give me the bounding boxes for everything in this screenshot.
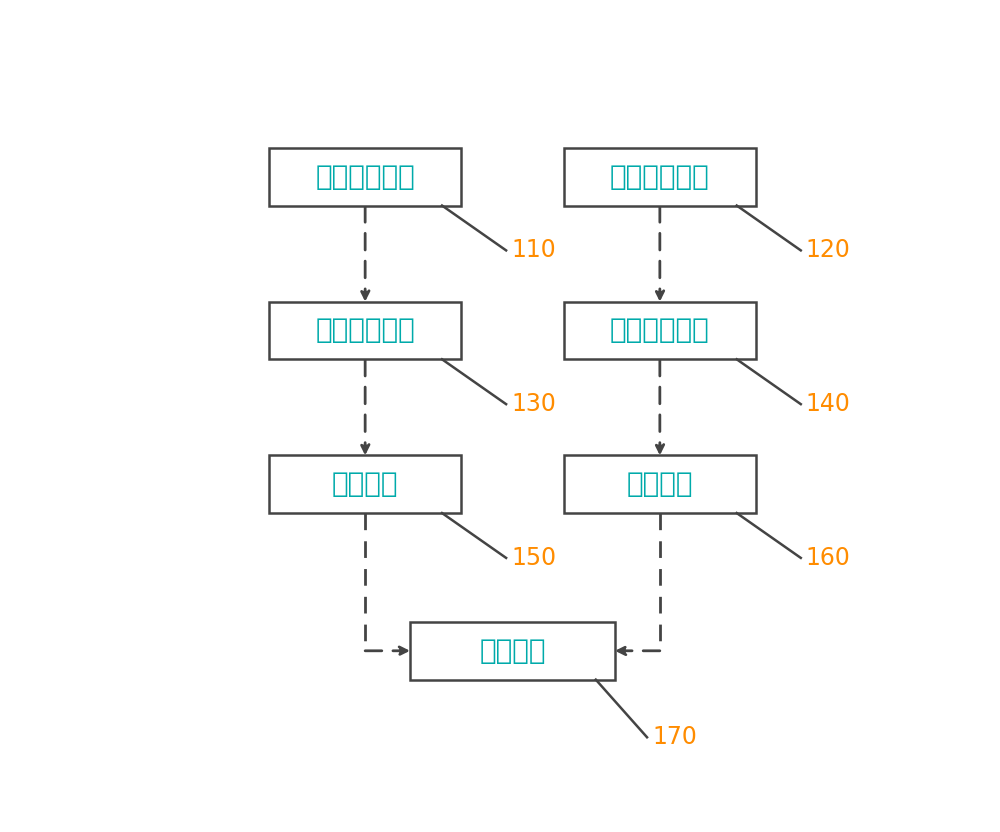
Text: 130: 130 [511, 392, 556, 416]
Text: 图像采集模块: 图像采集模块 [315, 316, 415, 344]
Bar [410, 622, 615, 680]
Text: 计算模块: 计算模块 [332, 470, 398, 498]
Text: 拆卸模块: 拆卸模块 [479, 636, 546, 665]
Bar [269, 302, 461, 359]
Text: 120: 120 [806, 239, 851, 262]
Bar [269, 148, 461, 206]
Text: 160: 160 [806, 546, 851, 570]
Text: 比对模块: 比对模块 [627, 470, 693, 498]
Text: 110: 110 [511, 239, 556, 262]
Text: 举升清洗模块: 举升清洗模块 [315, 163, 415, 191]
Text: 图像处理模块: 图像处理模块 [610, 316, 710, 344]
Text: 140: 140 [806, 392, 851, 416]
Bar [564, 148, 756, 206]
Text: 170: 170 [652, 726, 697, 750]
Bar [564, 455, 756, 513]
Bar [564, 302, 756, 359]
Text: 150: 150 [511, 546, 556, 570]
Bar [269, 455, 461, 513]
Text: 数据获取模块: 数据获取模块 [610, 163, 710, 191]
